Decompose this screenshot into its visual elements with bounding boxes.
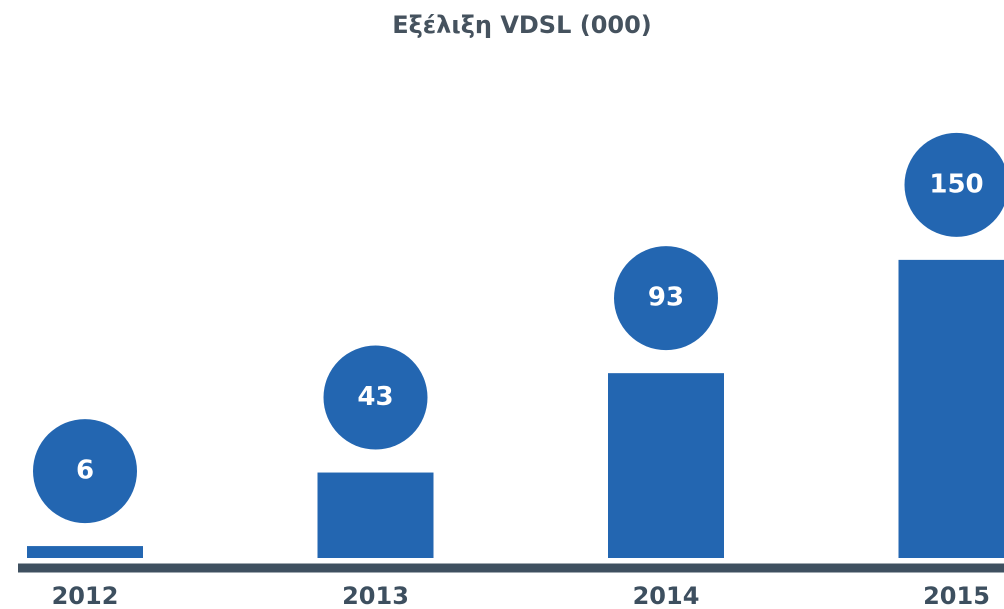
x-tick-label: 2013	[342, 582, 409, 609]
x-tick-label: 2015	[923, 582, 990, 609]
chart-title: Εξέλιξη VDSL (000)	[392, 11, 652, 39]
bar	[317, 472, 434, 558]
value-bubble	[614, 246, 718, 351]
x-tick-label: 2014	[633, 582, 700, 609]
value-bubble	[33, 419, 137, 524]
value-label: 150	[929, 169, 983, 199]
value-label: 6	[76, 456, 94, 486]
bar	[608, 373, 724, 558]
bar	[27, 546, 143, 558]
value-bubble	[904, 132, 1004, 237]
value-label: 93	[648, 283, 684, 313]
x-tick-label: 2012	[52, 582, 119, 609]
value-label: 43	[357, 382, 393, 412]
value-bubble	[323, 345, 428, 450]
bar	[898, 259, 1004, 558]
